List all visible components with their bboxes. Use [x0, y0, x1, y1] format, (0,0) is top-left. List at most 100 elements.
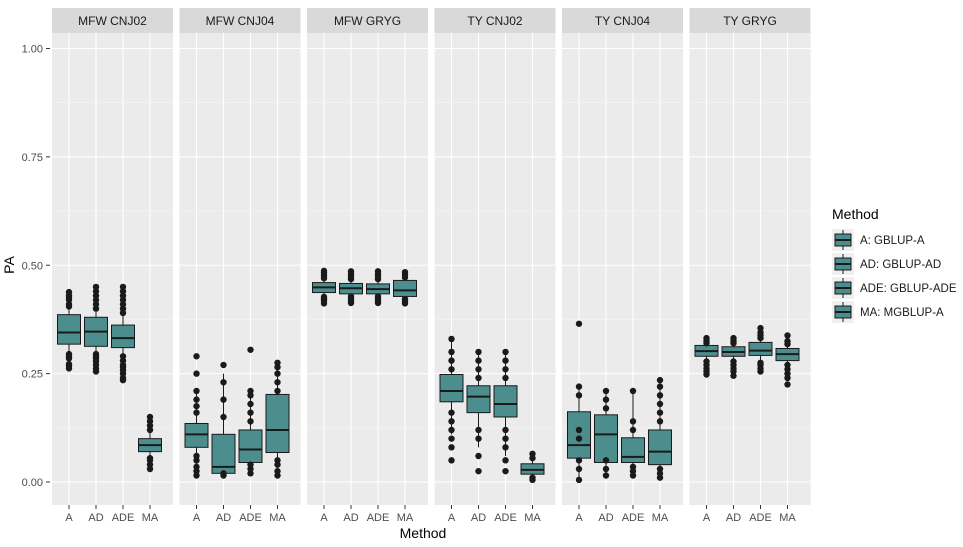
- outlier-point: [119, 283, 127, 291]
- outlier-point: [529, 450, 536, 458]
- facet-title: TY CNJ04: [595, 14, 650, 28]
- outlier-point: [784, 361, 791, 369]
- outlier-point: [602, 396, 610, 403]
- outlier-point: [220, 361, 227, 369]
- outlier-point: [247, 387, 254, 395]
- outlier-point: [119, 353, 127, 360]
- facet-strip: [52, 8, 173, 33]
- outlier-point: [475, 357, 482, 364]
- outlier-point: [475, 467, 482, 475]
- outlier-point: [448, 409, 455, 416]
- box-a: [439, 335, 464, 464]
- box-a: [184, 353, 209, 479]
- panel-background: [307, 33, 428, 505]
- box-ad: [211, 361, 236, 479]
- outlier-point: [247, 409, 254, 416]
- outlier-point: [448, 457, 455, 464]
- outlier-point: [502, 426, 509, 434]
- box-a: [312, 267, 336, 307]
- panel-background: [52, 33, 173, 505]
- outlier-point: [320, 267, 328, 275]
- facet-panel: TY CNJ04 A AD ADE MA: [562, 8, 683, 524]
- outlier-point: [347, 268, 355, 275]
- outlier-point: [146, 454, 154, 462]
- legend-key: [832, 301, 854, 323]
- outlier-point: [193, 396, 200, 403]
- outlier-point: [757, 324, 764, 332]
- x-tick-label: MA: [524, 512, 541, 524]
- outlier-point: [784, 381, 791, 388]
- box-body: [393, 279, 417, 297]
- box-ade: [748, 324, 773, 375]
- outlier-point: [193, 452, 200, 460]
- y-tick-label: 0.75: [22, 152, 43, 164]
- outlier-point: [247, 400, 254, 408]
- facet-title: TY CNJ02: [467, 14, 522, 28]
- outlier-point: [65, 288, 73, 296]
- box-body: [265, 393, 290, 454]
- outlier-point: [448, 418, 455, 425]
- x-tick-label: MA: [779, 512, 796, 524]
- box-ad: [466, 348, 491, 475]
- facet-panel: MFW CNJ02 A AD ADE MA: [52, 8, 173, 524]
- outlier-point: [502, 348, 509, 356]
- x-tick-label: ADE: [112, 512, 135, 524]
- box-body: [111, 324, 135, 349]
- box-body: [594, 414, 618, 463]
- outlier-point: [220, 396, 227, 403]
- x-tick-label: A: [320, 512, 328, 524]
- facet-title: MFW CNJ02: [78, 14, 147, 28]
- outlier-point: [656, 383, 664, 390]
- outlier-point: [656, 409, 664, 416]
- outlier-point: [656, 392, 664, 399]
- box-ade: [238, 346, 263, 477]
- outlier-point: [730, 358, 737, 365]
- outlier-point: [448, 335, 455, 343]
- y-tick-label: 0.50: [22, 260, 43, 272]
- facet-panel: MFW CNJ04 A AD ADE MA: [179, 8, 301, 524]
- outlier-point: [575, 476, 583, 484]
- outlier-point: [475, 452, 482, 460]
- x-tick-label: AD: [88, 512, 103, 524]
- box-ma: [648, 376, 672, 481]
- outlier-point: [502, 366, 509, 373]
- outlier-point: [374, 268, 382, 275]
- outlier-point: [220, 413, 227, 421]
- box-ma: [775, 332, 800, 388]
- facet-panel: MFW GRYG A AD ADE MA: [307, 8, 428, 524]
- outlier-point: [65, 365, 73, 372]
- outlier-point: [92, 283, 100, 291]
- outlier-point: [475, 374, 482, 382]
- outlier-point: [656, 400, 664, 408]
- legend-key: [832, 277, 854, 299]
- outlier-point: [274, 370, 281, 377]
- outlier-point: [575, 383, 583, 390]
- x-tick-label: ADE: [367, 512, 390, 524]
- box-body: [621, 437, 645, 463]
- outlier-point: [401, 268, 409, 276]
- facet-strip: [434, 8, 556, 33]
- outlier-point: [274, 457, 281, 464]
- outlier-point: [448, 348, 455, 356]
- x-tick-label: AD: [216, 512, 231, 524]
- outlier-point: [401, 295, 409, 303]
- outlier-point: [247, 461, 254, 468]
- facet-title: TY GRYG: [723, 14, 777, 28]
- facet-title: MFW CNJ04: [206, 14, 275, 28]
- outlier-point: [475, 348, 482, 356]
- panel-background: [434, 33, 556, 505]
- outlier-point: [703, 358, 710, 365]
- box-ad: [721, 334, 746, 379]
- outlier-point: [193, 353, 200, 360]
- outlier-point: [374, 293, 382, 300]
- outlier-point: [602, 405, 610, 412]
- y-axis-title: PA: [1, 256, 17, 274]
- outlier-point: [274, 379, 281, 386]
- outlier-point: [320, 293, 328, 301]
- outlier-point: [448, 366, 455, 373]
- outlier-point: [274, 359, 281, 366]
- outlier-point: [193, 370, 200, 377]
- x-tick-label: AD: [598, 512, 613, 524]
- outlier-point: [475, 426, 482, 434]
